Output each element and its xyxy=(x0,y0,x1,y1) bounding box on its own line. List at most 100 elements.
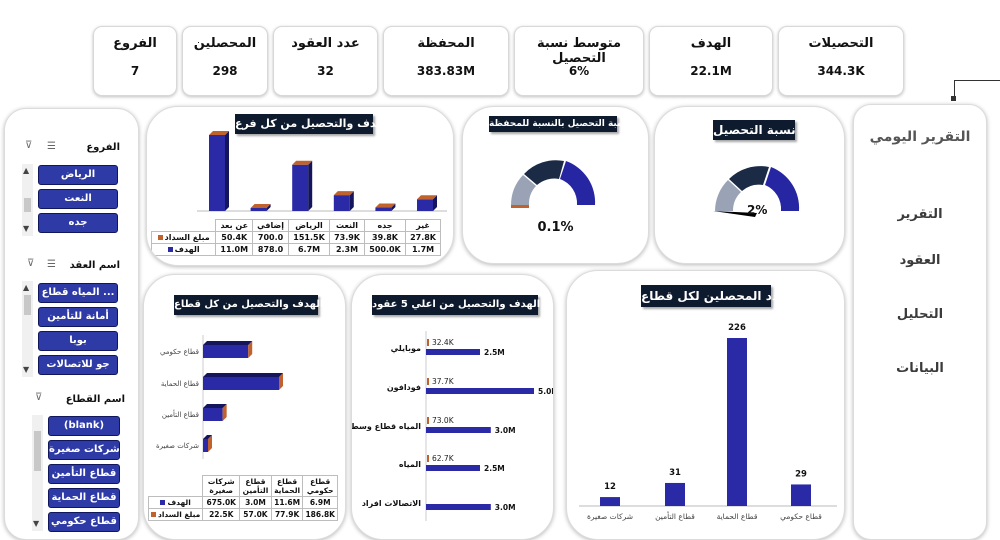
sectors-scrollbar[interactable]: ▼ xyxy=(32,415,43,531)
scroll-thumb[interactable] xyxy=(24,295,31,315)
slicer-item-naat[interactable]: النعت xyxy=(38,189,118,209)
table-cell: 57.0K xyxy=(239,508,272,521)
bar-target xyxy=(250,208,267,211)
slicer-item-insurance[interactable]: قطاع التأمين xyxy=(48,464,120,484)
portfolio-gauge-title: نسبة التحصيل بالنسبة للمحفظة xyxy=(489,116,630,132)
bar-target-side xyxy=(433,195,437,211)
bar-target-top xyxy=(203,373,283,377)
kpi-title: عدد العقود xyxy=(291,36,360,51)
top5-chart-title: الهدف والتحصيل من اعلي 5 عقود xyxy=(372,295,540,315)
table-cell: 878.0 xyxy=(252,243,289,256)
slicer-item-water[interactable]: المياه قطاع ... xyxy=(38,283,118,303)
multi-select-icon[interactable]: ☰ xyxy=(47,141,56,152)
scroll-down-icon[interactable]: ▼ xyxy=(33,519,40,528)
category-label: فودافون xyxy=(387,383,421,392)
table-row: مبلغ السداد 50.4K 700.0 151.5K 73.9K 39.… xyxy=(150,231,441,244)
kpi-title: المحفظة xyxy=(417,36,475,51)
gauge-segment xyxy=(729,166,769,191)
table-cat: قطاع التأمين xyxy=(239,475,272,497)
kpi-title: الفروع xyxy=(113,36,157,51)
bar-target xyxy=(292,164,309,211)
table-corner xyxy=(152,220,216,232)
category-label: موبايلي xyxy=(391,344,421,353)
slicer-item-jeddah[interactable]: جده xyxy=(38,213,118,233)
bar-collectors xyxy=(665,482,685,506)
bar-paid-end xyxy=(248,341,253,358)
bar-collectors xyxy=(791,484,811,506)
portfolio-gauge xyxy=(511,160,596,208)
kpi-title: التحصيلات xyxy=(808,36,874,51)
collectors-chart-title: عدد المحصلين لكل قطاع xyxy=(641,285,787,307)
kpi-card-avg-collection: متوسط نسبة التحصيل 6% xyxy=(514,26,644,96)
bar-target-side xyxy=(391,203,396,211)
scroll-up-icon[interactable]: ▲ xyxy=(23,166,30,175)
table-cell: 11.6M xyxy=(270,496,304,509)
selection-frame xyxy=(954,80,1000,100)
sector-chart-svg: قطاع حكومي قطاع الحماية قطاع التأمين شركات … xyxy=(156,335,283,459)
branches-scrollbar[interactable]: ▲ ▼ xyxy=(22,164,33,236)
nav-item-report[interactable]: التقرير xyxy=(897,207,943,222)
table-cell: 3.0M xyxy=(239,496,272,509)
legend-swatch xyxy=(167,247,173,252)
bar-paid xyxy=(427,339,429,346)
bar-paid-top xyxy=(375,203,396,208)
branch-chart-panel: الهدف والتحصيل من كل فرع عن بعد إضافي ال… xyxy=(146,106,454,266)
slicer-item-protection[interactable]: قطاع الحماية xyxy=(48,488,120,508)
kpi-title: متوسط نسبة التحصيل xyxy=(536,36,622,66)
kpi-card-target: الهدف 22.1M xyxy=(649,26,773,96)
collection-gauge xyxy=(713,166,800,217)
clear-filter-icon[interactable]: ⊽ xyxy=(27,258,35,269)
table-cat: جده xyxy=(363,219,407,232)
nav-item-analysis[interactable]: التحليل xyxy=(896,307,944,322)
scroll-thumb[interactable] xyxy=(34,431,41,471)
slicer-item-amana[interactable]: أمانة للتأمين xyxy=(38,307,118,327)
scroll-up-icon[interactable]: ▲ xyxy=(23,283,30,292)
slicer-item-small-companies[interactable]: شركات صغيرة xyxy=(48,440,120,460)
slicer-item-riyadh[interactable]: الرياض xyxy=(38,165,118,185)
slicer-item-blank[interactable]: (blank) xyxy=(48,416,120,436)
branch-data-table: عن بعد إضافي الرياض النعت جده غير مبلغ ا… xyxy=(150,219,441,256)
bar-target xyxy=(426,388,534,394)
category-label: قطاع التأمين xyxy=(162,409,199,419)
series-name-target: الهدف xyxy=(147,496,204,509)
clear-filter-icon[interactable]: ⊽ xyxy=(35,392,43,403)
legend-swatch xyxy=(151,512,156,517)
gauge-segment xyxy=(560,161,596,205)
gauge-segment xyxy=(765,167,800,211)
table-cell: 22.5K xyxy=(202,508,241,521)
table-cell: 700.0 xyxy=(252,231,289,244)
portfolio-gauge-value: 0.1% xyxy=(537,220,574,235)
contracts-scrollbar[interactable]: ▲ ▼ xyxy=(22,281,33,377)
selection-handle[interactable] xyxy=(951,96,956,101)
scroll-thumb[interactable] xyxy=(24,198,31,212)
bar-collectors xyxy=(727,338,747,506)
nav-item-contracts[interactable]: العقود xyxy=(899,253,941,268)
scroll-down-icon[interactable]: ▼ xyxy=(23,224,30,233)
kpi-card-collections: التحصيلات 344.3K xyxy=(778,26,904,96)
value-label: 12 xyxy=(604,482,616,492)
bar-paid-end xyxy=(222,404,227,421)
kpi-value: 7 xyxy=(130,64,140,78)
slicer-item-government[interactable]: قطاع حكومي xyxy=(48,512,120,532)
bar-target-top xyxy=(203,435,212,439)
kpi-title: المحصلين xyxy=(193,36,257,51)
scroll-down-icon[interactable]: ▼ xyxy=(23,365,30,374)
table-cat: غير xyxy=(405,219,441,232)
value-label: 29 xyxy=(795,469,807,479)
clear-filter-icon[interactable]: ⊽ xyxy=(25,140,33,151)
multi-select-icon[interactable]: ☰ xyxy=(47,259,56,270)
bar-target xyxy=(203,345,249,358)
kpi-value: 298 xyxy=(212,64,238,78)
bar-target xyxy=(203,408,223,421)
category-label: المياه xyxy=(399,460,421,469)
bar-paid-top xyxy=(333,191,354,196)
bar-target xyxy=(426,427,491,433)
nav-item-data[interactable]: البيانات xyxy=(896,361,944,376)
bar-target-top xyxy=(203,404,227,408)
value-label-target: 3.0M xyxy=(495,503,516,512)
top5-chart-svg: موبايلي 32.4K 2.5M فودافون 37.7K 5.0M المياه ق… xyxy=(352,331,553,521)
series-label: مبلغ السداد xyxy=(158,510,201,519)
slicer-item-bupa[interactable]: بوبا xyxy=(38,331,118,351)
slicer-item-go[interactable]: جو للاتصالات xyxy=(38,355,118,375)
series-name-paid: مبلغ السداد xyxy=(150,231,217,244)
